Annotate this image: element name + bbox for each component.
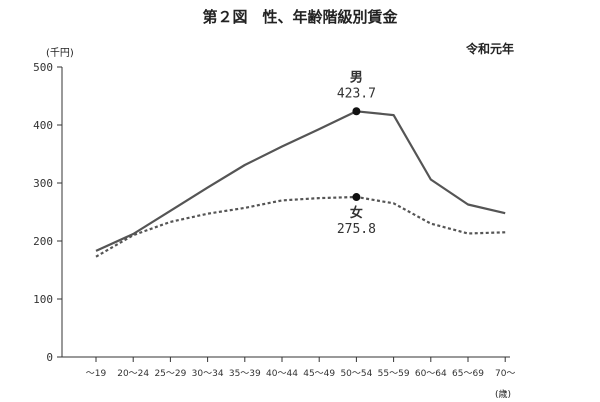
- x-tick-label: 45～49: [303, 369, 335, 379]
- y-tick-label: 200: [33, 235, 53, 248]
- data-marker: [352, 107, 361, 116]
- x-axis-unit: (歳): [495, 390, 512, 400]
- y-tick-label: 0: [46, 351, 53, 364]
- y-tick-label: 100: [33, 293, 53, 306]
- x-tick-label: 55～59: [378, 369, 410, 379]
- y-axis-unit: (千円): [46, 48, 74, 59]
- x-tick-label: ～19: [86, 369, 107, 379]
- y-tick-label: 500: [33, 61, 53, 74]
- x-tick-label: 35～39: [229, 369, 261, 379]
- x-tick-label: 20～24: [117, 369, 149, 379]
- x-tick-label: 40～44: [266, 369, 298, 379]
- x-tick-label: 60～64: [415, 369, 447, 379]
- annotation-label-male: 男: [350, 70, 363, 85]
- y-tick-label: 300: [33, 177, 53, 190]
- annotation-label-female: 女: [350, 205, 363, 221]
- chart-title: 第２図 性、年齢階級別賃金: [202, 8, 398, 26]
- x-tick-label: 25～29: [154, 369, 186, 379]
- data-marker: [352, 193, 361, 202]
- series-line-male: [95, 110, 506, 252]
- annotation-value-male: 423.7: [337, 86, 376, 101]
- x-tick-label: 65～69: [452, 369, 484, 379]
- x-tick-label: 70～: [495, 369, 515, 379]
- series-line-female: [95, 195, 506, 258]
- year-label: 令和元年: [466, 42, 515, 56]
- annotation-value-female: 275.8: [337, 222, 376, 237]
- x-tick-label: 30～34: [192, 369, 224, 379]
- y-tick-label: 400: [33, 119, 53, 132]
- x-tick-label: 50～54: [340, 369, 372, 379]
